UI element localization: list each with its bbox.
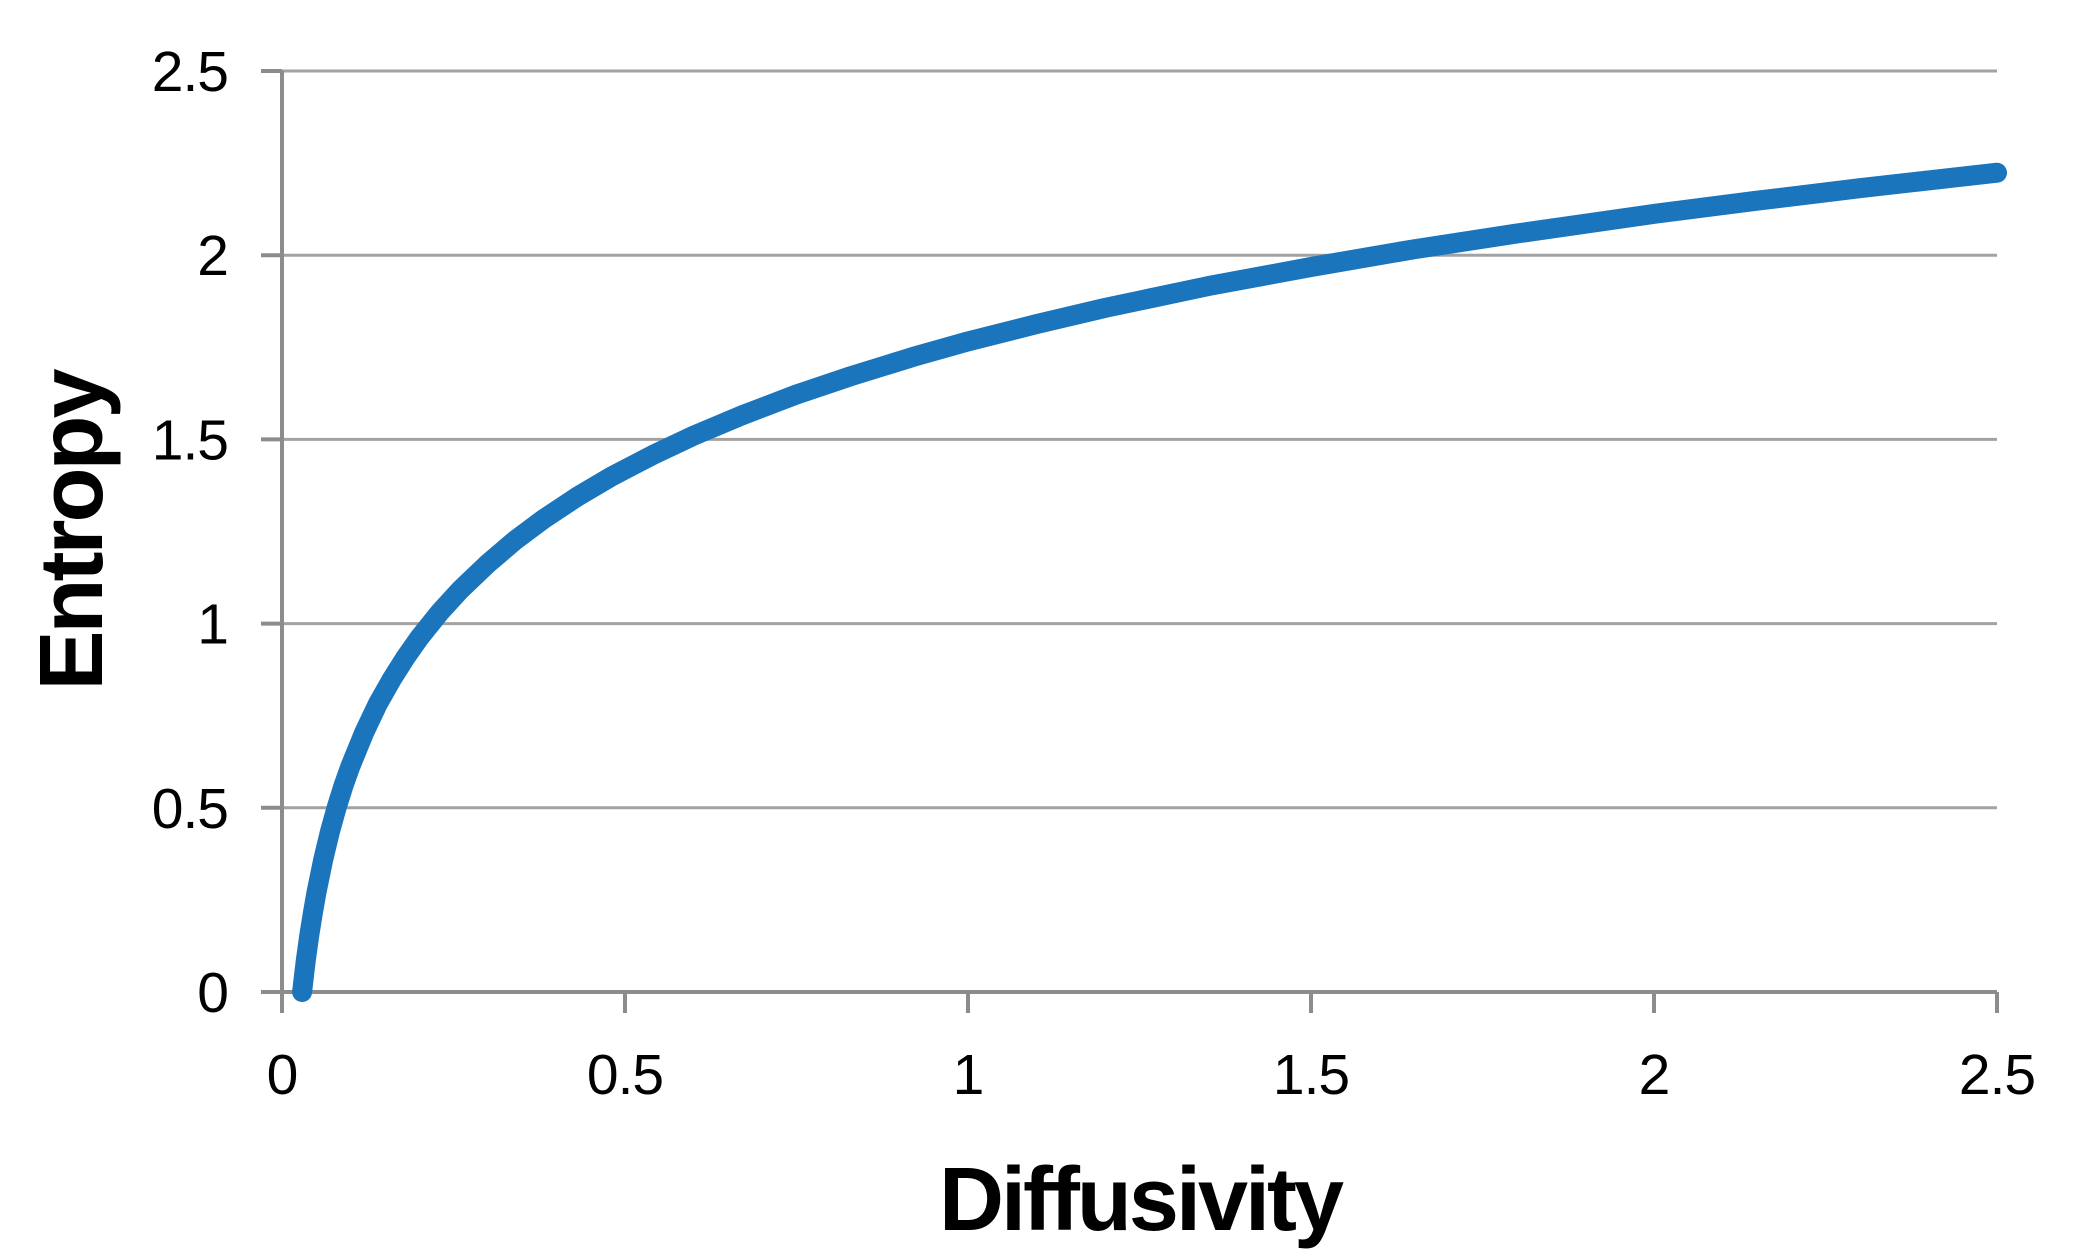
axes-group	[261, 71, 1997, 1013]
x-tick-label: 2	[1639, 1043, 1670, 1107]
entropy-curve	[292, 162, 2007, 1002]
y-axis-title: Entropy	[22, 369, 122, 691]
y-tick-label: 2.5	[152, 40, 228, 104]
y-tick-label: 2	[197, 224, 228, 288]
x-tick-label: 1.5	[1273, 1043, 1349, 1107]
tick-labels-group: 0 0.5 1 1.5 2 2.5 0 0.5 1 1.5 2 2.5	[152, 40, 2036, 1107]
x-tick-label: 2.5	[1959, 1043, 2035, 1107]
y-tick-label: 0.5	[152, 777, 228, 841]
y-tick-label: 0	[197, 961, 228, 1025]
x-tick-label: 1	[953, 1043, 984, 1107]
tick-marks-group	[261, 69, 1999, 1013]
x-axis-title: Diffusivity	[939, 1150, 1344, 1250]
gridlines-group	[282, 69, 1997, 810]
x-tick-label: 0.5	[587, 1043, 663, 1107]
x-tick-label: 0	[267, 1043, 298, 1107]
curve-group	[292, 162, 2007, 1002]
y-tick-label: 1	[197, 593, 228, 657]
y-tick-label: 1.5	[152, 408, 228, 472]
